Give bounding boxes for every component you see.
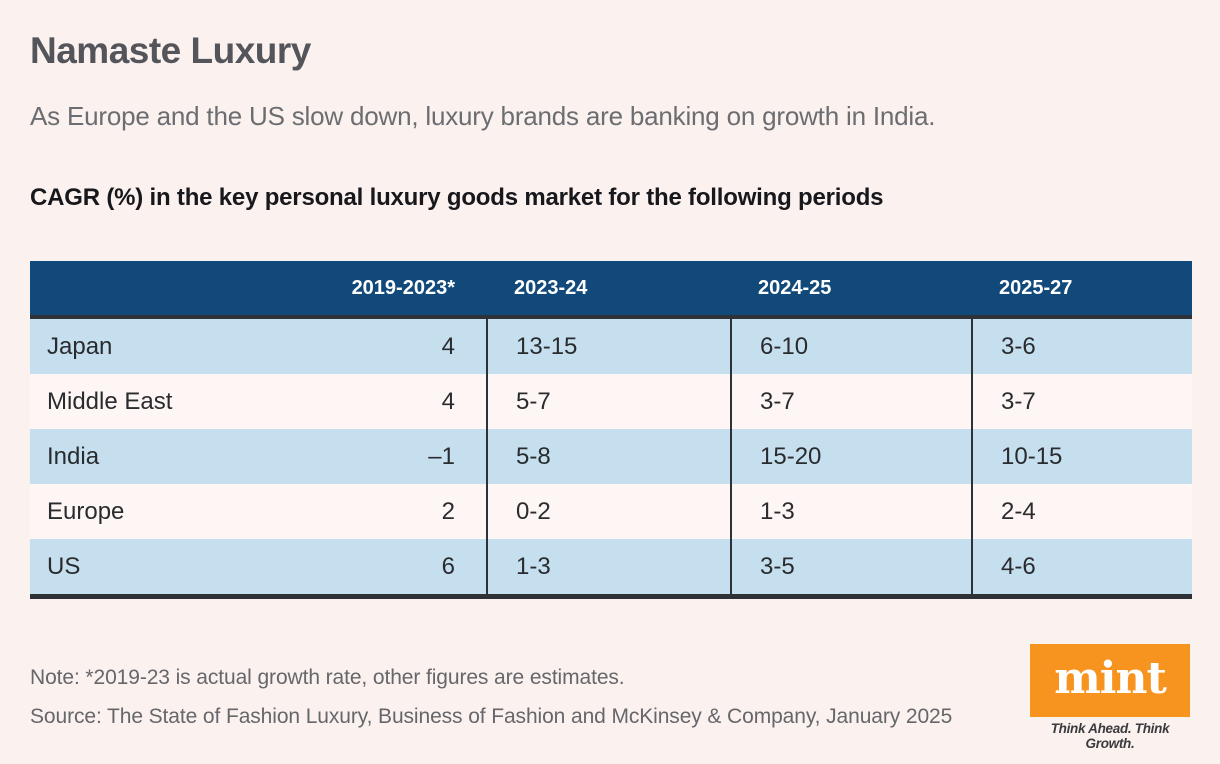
table-body: Japan 4 13-15 6-10 3-6 Middle East 4 5-7 3-7 3-7 I… <box>30 319 1192 599</box>
value-cell: 5-7 <box>486 374 730 429</box>
value-cell: 2-4 <box>971 484 1192 539</box>
value-2019-2023: 4 <box>441 387 455 415</box>
value-2019-2023: 4 <box>441 332 455 360</box>
value-cell: 3-6 <box>971 319 1192 374</box>
value-cell: 13-15 <box>486 319 730 374</box>
mint-tagline: Think Ahead. Think Growth. <box>1050 721 1170 751</box>
table-row: Japan 4 13-15 6-10 3-6 <box>30 319 1192 374</box>
table-row: India –1 5-8 15-20 10-15 <box>30 429 1192 484</box>
table-row: US 6 1-3 3-5 4-6 <box>30 539 1192 594</box>
value-2019-2023: –1 <box>428 442 455 470</box>
region-label: Middle East <box>47 387 173 415</box>
value-cell: 0-2 <box>486 484 730 539</box>
cell-region-and-first-period: Japan 4 <box>30 319 486 374</box>
mint-logo-wordmark: mint <box>1054 652 1167 704</box>
value-2019-2023: 6 <box>441 552 455 580</box>
cell-region-and-first-period: Europe 2 <box>30 484 486 539</box>
region-label: US <box>47 552 81 580</box>
value-cell: 6-10 <box>730 319 971 374</box>
value-cell: 1-3 <box>486 539 730 594</box>
header-cell-2019-2023-: 2019-2023* <box>351 276 455 299</box>
chart-heading: CAGR (%) in the key personal luxury good… <box>30 184 884 211</box>
region-label: India <box>47 442 100 470</box>
value-cell: 3-7 <box>971 374 1192 429</box>
cell-region-and-first-period: Middle East 4 <box>30 374 486 429</box>
cagr-table: 2019-2023* 2023-24 2024-25 2025-27 Japan 4 13… <box>30 261 1192 599</box>
table-row: Europe 2 0-2 1-3 2-4 <box>30 484 1192 539</box>
value-cell: 4-6 <box>971 539 1192 594</box>
value-cell: 10-15 <box>971 429 1192 484</box>
cell-region-and-first-period: US 6 <box>30 539 486 594</box>
value-cell: 3-7 <box>730 374 971 429</box>
table-header-row: 2019-2023* 2023-24 2024-25 2025-27 <box>30 261 1192 319</box>
value-cell: 15-20 <box>730 429 971 484</box>
header-cell-2025-27: 2025-27 <box>999 276 1073 299</box>
region-label: Japan <box>47 332 113 360</box>
source-line: Source: The State of Fashion Luxury, Bus… <box>30 705 953 728</box>
value-cell: 3-5 <box>730 539 971 594</box>
page-subtitle: As Europe and the US slow down, luxury b… <box>30 101 936 131</box>
page-title: Namaste Luxury <box>30 30 311 71</box>
region-label: Europe <box>47 497 125 525</box>
footnote: Note: *2019-23 is actual growth rate, ot… <box>30 666 625 689</box>
header-cell-2023-24: 2023-24 <box>514 276 588 299</box>
header-cell-2024-25: 2024-25 <box>758 276 832 299</box>
value-cell: 1-3 <box>730 484 971 539</box>
cell-region-and-first-period: India –1 <box>30 429 486 484</box>
mint-logo: mint <box>1030 644 1190 717</box>
value-cell: 5-8 <box>486 429 730 484</box>
value-2019-2023: 2 <box>441 497 455 525</box>
table-row: Middle East 4 5-7 3-7 3-7 <box>30 374 1192 429</box>
